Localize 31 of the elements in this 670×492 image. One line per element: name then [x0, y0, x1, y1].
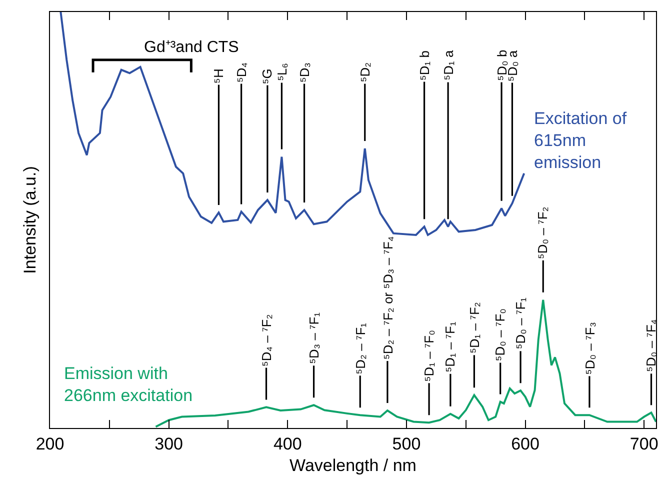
series-label: Emission with 266nm excitation: [64, 364, 193, 406]
x-axis-title: Wavelength / nm: [290, 456, 416, 475]
annotation: ⁵D₃: [297, 62, 312, 82]
annotation: ⁵D₄: [234, 62, 250, 83]
x-tick-label: 400: [273, 434, 302, 454]
x-tick-label: 300: [154, 434, 184, 454]
annotation: ⁵D₁ – ⁷F₀: [421, 330, 436, 382]
annotation: ⁵D₁ b: [417, 50, 432, 81]
annotation: ⁵D₄ – ⁷F₂: [259, 314, 274, 366]
annotation: ⁵D₀ – ⁷F₂: [535, 206, 550, 259]
annotation: ⁵D₀ – ⁷F₄: [644, 319, 659, 372]
annotation: ⁵D₁ – ⁷F₂: [467, 302, 482, 354]
annotation: ⁵D₁ a: [440, 50, 456, 80]
annotation: ⁵L₆: [274, 63, 290, 81]
annotation: ⁵D₂ – ⁷F₂ or ⁵D₃ – ⁷F₄: [380, 236, 396, 360]
annotation: ⁵D₂ – ⁷F₁: [353, 322, 368, 374]
x-tick-label: 700: [630, 434, 658, 454]
x-tick-label: 500: [392, 434, 421, 454]
x-tick-label: 600: [511, 434, 540, 454]
annotation: ⁵D₂: [358, 62, 373, 82]
annotation: ⁵D₁ – ⁷F₁: [442, 321, 458, 372]
y-axis-title: Intensity (a.u.): [20, 166, 40, 274]
annotation: ⁵G: [260, 68, 275, 84]
annotation: ⁵D₀ – ⁷F₃: [582, 322, 598, 375]
series-label: Excitation of 615nm emission: [534, 109, 627, 172]
x-tick-label: 200: [36, 434, 64, 454]
annotation: ⁵H: [211, 68, 226, 84]
annotation: ⁵D₀ – ⁷F₁: [512, 296, 528, 350]
annotation: Gd⁺³and CTS: [144, 39, 239, 56]
annotation: ⁵D₀ – ⁷F₀: [492, 308, 508, 362]
annotation: ⁵D₃ – ⁷F₁: [306, 312, 322, 364]
